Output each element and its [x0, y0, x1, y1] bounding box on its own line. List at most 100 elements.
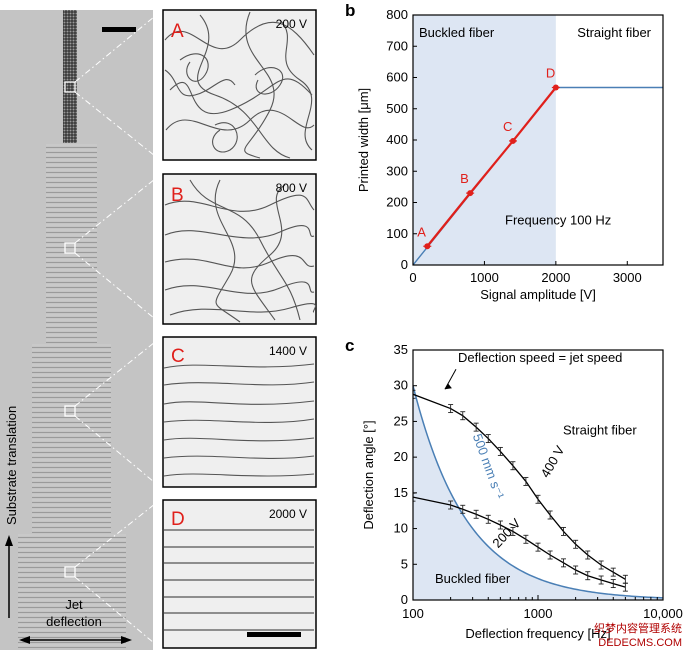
y-tick-label: 10: [394, 521, 408, 536]
data-point-C: [510, 137, 516, 144]
x-tick-label: 1000: [470, 270, 499, 285]
y-tick-label: 700: [386, 38, 408, 53]
inset-a-letter: A: [171, 21, 184, 42]
buckled-fiber-label: Buckled fiber: [435, 571, 511, 586]
critical-speed-curve: [413, 385, 663, 599]
x-axis-label: Signal amplitude [V]: [480, 287, 596, 302]
annotation-arrowhead: [444, 383, 452, 390]
inset-c-fibers: [163, 363, 315, 477]
chart-c-ticks: 100 1000 10,000 0 5 10 15 20 25 30 35: [394, 342, 683, 621]
watermark: 织梦内容管理系统 DEDECMS.COM: [594, 621, 682, 649]
inset-a-voltage: 200 V: [276, 17, 307, 31]
inset-d-fibers: [164, 529, 314, 631]
marker-d: [64, 566, 76, 578]
data-point-A: [424, 243, 431, 250]
substrate-translation-label: Substrate translation: [4, 406, 19, 525]
y-tick-label: 300: [386, 163, 408, 178]
deflection-arrowhead-left: [19, 636, 30, 644]
y-axis-label: Deflection angle [°]: [361, 420, 376, 529]
chart-b-labels: A B C D Signal amplitude [V] Printed width [μ…: [356, 25, 652, 302]
panel-a: a Substrate translation Jet deflection: [0, 9, 161, 650]
jet-label: Jet: [65, 597, 83, 612]
scale-bar-a: [102, 27, 136, 32]
inset-c-letter: C: [171, 346, 185, 367]
series-label-400v: 400 V: [538, 443, 568, 480]
y-tick-label: 5: [401, 556, 408, 571]
point-label-C: C: [503, 119, 512, 134]
region-shade-0: [413, 15, 556, 265]
series-label-200v: 200 V: [489, 515, 523, 550]
point-label-B: B: [460, 171, 469, 186]
inset-a-fibers: [164, 11, 315, 159]
x-tick-label: 0: [409, 270, 416, 285]
chart-b-background: [413, 15, 556, 265]
translation-arrowhead: [5, 535, 13, 546]
y-tick-label: 0: [401, 592, 408, 607]
y-tick-label: 200: [386, 195, 408, 210]
trace-2000v: [18, 533, 126, 648]
x-tick-label: 10,000: [643, 606, 683, 621]
region-label-buckled: Buckled fiber: [419, 25, 495, 40]
chart-b-plot-area: [413, 84, 663, 265]
inset-b-fibers: [164, 179, 317, 323]
x-axis-label: Deflection frequency [Hz]: [465, 626, 610, 641]
panel-c-label: c: [345, 336, 354, 355]
point-label-A: A: [417, 224, 426, 239]
inset-c-voltage: 1400 V: [269, 344, 307, 358]
y-tick-label: 35: [394, 342, 408, 357]
jet-speed-annotation: Deflection speed = jet speed: [458, 350, 622, 365]
y-tick-label: 100: [386, 226, 408, 241]
y-tick-label: 0: [401, 257, 408, 272]
inset-b-letter: B: [171, 185, 184, 206]
marker-b: [64, 242, 76, 254]
y-tick-label: 800: [386, 7, 408, 22]
inset-d: D 2000 V: [162, 499, 317, 649]
panel-b-label: b: [345, 1, 355, 20]
y-tick-label: 20: [394, 449, 408, 464]
y-tick-label: 30: [394, 378, 408, 393]
deflection-label: deflection: [46, 614, 102, 629]
chart-c-plot-area: [413, 385, 663, 599]
x-tick-label: 2000: [541, 270, 570, 285]
data-point-D: [552, 84, 559, 91]
x-tick-label: 1000: [524, 606, 553, 621]
scale-bar-d: [247, 632, 301, 637]
trace-200v: [63, 10, 77, 143]
inset-c: C 1400 V: [162, 336, 317, 488]
zoom-guides: [74, 11, 161, 649]
frequency-annotation: Frequency 100 Hz: [505, 212, 611, 227]
watermark-line1: 织梦内容管理系统: [594, 621, 682, 635]
chart-b-ticks: 0 1000 2000 3000 0 100 200 300 400 500 600 700 800: [386, 7, 641, 285]
chart-c-background: [413, 385, 663, 600]
inset-a: A 200 V: [162, 9, 317, 161]
marker-c: [64, 405, 76, 417]
y-tick-label: 400: [386, 132, 408, 147]
chart-b: b 0 1000 2000 3000 0 100 200 300 400 500 600 700 800…: [345, 1, 664, 302]
buckled-region-fill: [413, 385, 663, 600]
inset-d-voltage: 2000 V: [269, 507, 307, 521]
data-point-B: [467, 190, 474, 197]
marker-a: [64, 81, 76, 93]
y-tick-label: 500: [386, 101, 408, 116]
straight-fiber-label: Straight fiber: [563, 422, 637, 437]
inset-b: B 800 V: [162, 173, 317, 325]
y-axis-label: Printed width [μm]: [356, 88, 371, 192]
series-line-1: [413, 496, 626, 588]
trace-1400v: [32, 343, 111, 533]
region-label-straight: Straight fiber: [577, 25, 651, 40]
series-measured-line: [426, 86, 557, 247]
y-tick-label: 600: [386, 70, 408, 85]
point-label-D: D: [546, 66, 555, 81]
inset-b-voltage: 800 V: [276, 181, 307, 195]
series-line-0: [413, 393, 626, 580]
inset-d-letter: D: [171, 509, 185, 530]
y-tick-label: 25: [394, 413, 408, 428]
chart-c: c 100 1000 10,000 0 5 10 15 20 25 30 35 Deflection…: [345, 336, 683, 641]
x-tick-label: 100: [402, 606, 424, 621]
curve-label: 500 mm s⁻¹: [470, 432, 508, 502]
deflection-arrowhead-right: [121, 636, 132, 644]
y-tick-label: 15: [394, 485, 408, 500]
watermark-line2: DEDECMS.COM: [598, 637, 682, 649]
x-tick-label: 3000: [613, 270, 642, 285]
